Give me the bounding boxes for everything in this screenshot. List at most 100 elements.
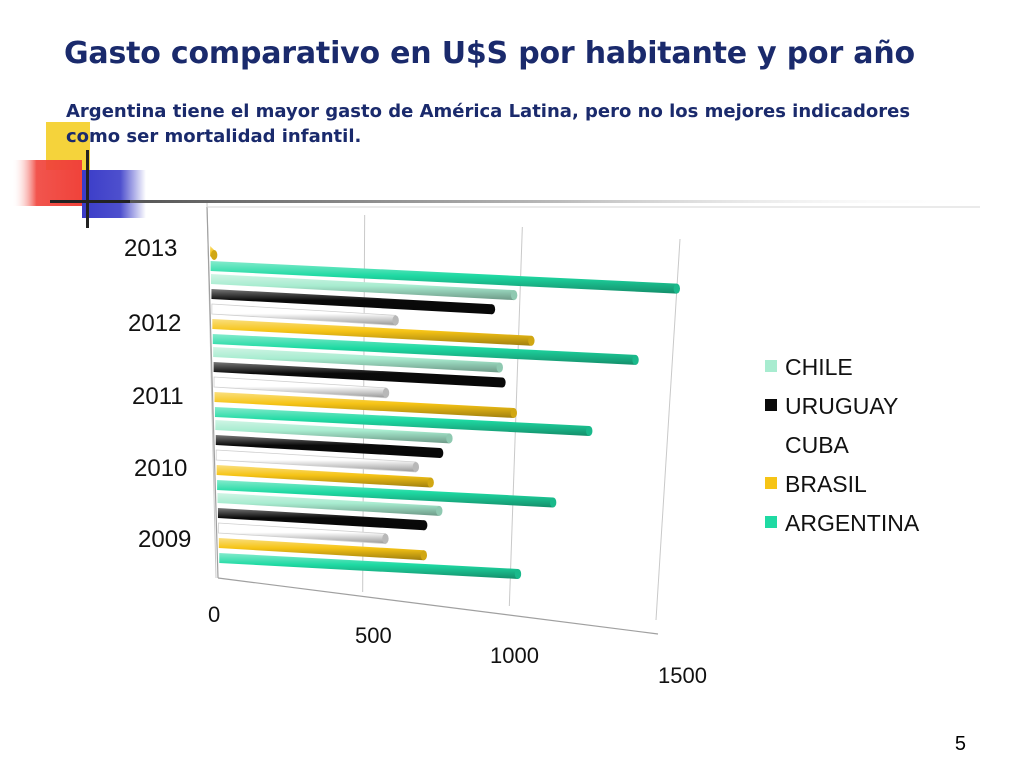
- bar-uruguay-2011: [213, 362, 506, 388]
- page-number: 5: [954, 733, 966, 755]
- bar-body: [215, 435, 441, 458]
- bar-brasil-2009: [218, 538, 428, 561]
- bar-body: [213, 376, 387, 399]
- deco-blue-square: [82, 170, 146, 218]
- legend-item-uruguay: URUGUAY: [765, 393, 898, 419]
- bar-argentina-2010: [217, 480, 557, 508]
- legend-item-brasil: BRASIL: [765, 471, 867, 497]
- bar-body: [211, 303, 397, 326]
- gridline: [655, 238, 681, 621]
- y-category-label: 2009: [138, 526, 191, 553]
- bar-cap: [499, 377, 506, 388]
- bar-cap: [210, 249, 218, 260]
- bar-body: [210, 274, 515, 301]
- bar-cuba-2010: [215, 449, 420, 473]
- bar-body: [212, 319, 532, 346]
- legend-item-chile: CHILE: [765, 354, 853, 380]
- bar-cuba-2012: [211, 303, 399, 326]
- page-subtitle: Argentina tiene el mayor gasto de Améric…: [66, 101, 911, 147]
- bar-cap: [586, 425, 593, 436]
- legend-swatch: [765, 438, 777, 450]
- bars-layer: [210, 246, 680, 579]
- deco-horizontal-line: [50, 200, 130, 203]
- x-tick-label: 1500: [658, 663, 707, 688]
- x-tick-label: 1000: [490, 643, 539, 668]
- bar-cap: [549, 497, 557, 508]
- bar-brasil-2010: [216, 465, 434, 488]
- bar-cuba-2011: [213, 376, 390, 399]
- bar-cap: [436, 447, 444, 458]
- bar-cap: [420, 550, 428, 561]
- bar-body: [215, 449, 417, 473]
- bar-cap: [496, 362, 503, 373]
- bar-cap: [392, 315, 399, 326]
- labels-layer: 0 500 1000 1500 2009 2010 2011 2012 2013: [124, 235, 707, 688]
- bar-body: [217, 508, 425, 531]
- legend-swatch: [765, 399, 777, 411]
- legend-swatch: [765, 477, 777, 489]
- deco-vertical-line: [86, 150, 89, 228]
- bar-body: [213, 362, 503, 388]
- bar-cap: [510, 407, 518, 418]
- bar-body: [212, 334, 636, 365]
- bar-cap: [488, 304, 496, 315]
- bar-cap: [427, 477, 434, 488]
- bar-chile-2010: [215, 420, 453, 444]
- bar-cap: [382, 533, 389, 544]
- bar-argentina-2013: [210, 261, 680, 294]
- bar-body: [210, 261, 677, 294]
- bar-argentina-2011: [214, 407, 593, 436]
- y-category-label: 2013: [124, 235, 177, 262]
- bar-cap: [514, 568, 522, 579]
- x-axis-line: [217, 577, 659, 635]
- bar-argentina-2009: [219, 553, 522, 579]
- bar-body: [218, 538, 424, 561]
- bar-body: [219, 553, 518, 579]
- bar-brasil-2011: [214, 392, 518, 418]
- deco-rule: [130, 200, 990, 203]
- bar-chile-2011: [213, 347, 503, 373]
- bar-cap: [528, 335, 535, 346]
- legend-swatch: [765, 516, 777, 528]
- legend-item-cuba: CUBA: [765, 432, 850, 458]
- bar-chile-2009: [217, 493, 443, 516]
- bar-cap: [436, 505, 443, 516]
- bar-body: [214, 392, 514, 418]
- bar-body: [217, 493, 440, 516]
- bar-cap: [382, 387, 390, 398]
- legend: CHILE URUGUAY CUBA BRASIL ARGENTINA: [765, 354, 920, 536]
- bar-body: [211, 289, 492, 315]
- bar-argentina-2012: [212, 334, 639, 365]
- x-tick-label: 0: [208, 602, 220, 627]
- bar-body: [216, 465, 431, 488]
- deco-red-square: [12, 160, 82, 206]
- y-category-label: 2012: [128, 310, 181, 337]
- bar-cap: [632, 354, 639, 365]
- y-category-label: 2011: [132, 383, 184, 410]
- bar-chile-2012: [210, 274, 518, 301]
- bar-cap: [673, 283, 680, 294]
- x-tick-label: 500: [355, 623, 392, 648]
- bar-body: [217, 480, 554, 508]
- bar-cuba-2009: [217, 522, 389, 545]
- legend-label: CUBA: [785, 432, 850, 458]
- bar-brasil-2013: [210, 246, 218, 260]
- legend-label: URUGUAY: [785, 393, 898, 419]
- legend-item-argentina: ARGENTINA: [765, 510, 920, 536]
- legend-label: ARGENTINA: [785, 510, 920, 536]
- page-title: Gasto comparativo en U$S por habitante y…: [64, 36, 915, 71]
- y-category-label: 2010: [134, 455, 187, 482]
- bar-uruguay-2009: [217, 508, 428, 531]
- bar-uruguay-2012: [211, 289, 496, 315]
- legend-label: CHILE: [785, 354, 853, 380]
- legend-label: BRASIL: [785, 471, 867, 497]
- bar-cap: [446, 433, 453, 444]
- bar-brasil-2012: [212, 319, 535, 346]
- bar-cap: [412, 461, 420, 472]
- y-axis-line: [206, 206, 219, 579]
- bar-body: [214, 407, 590, 436]
- bar-uruguay-2010: [215, 435, 444, 458]
- legend-swatch: [765, 360, 777, 372]
- bar-cap: [510, 290, 518, 301]
